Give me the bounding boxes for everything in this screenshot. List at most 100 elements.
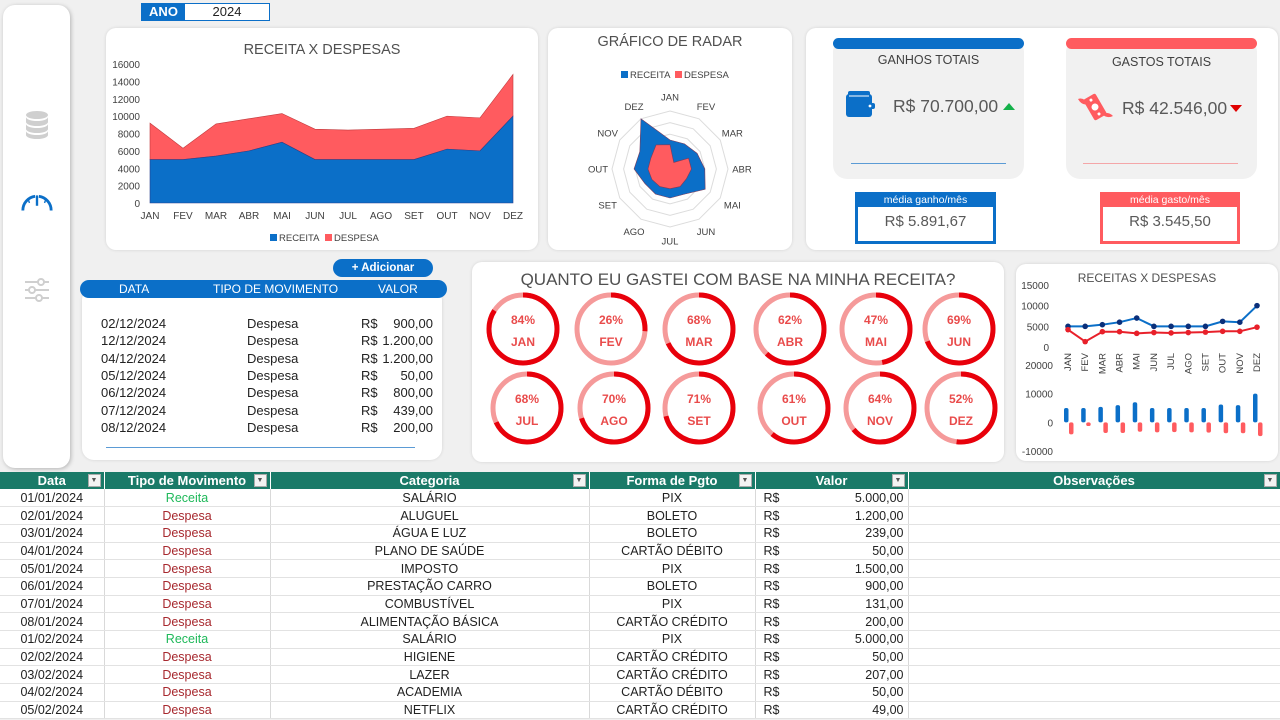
table-row[interactable]: 02/01/2024 Despesa ALUGUEL BOLETO R$ 1.200,00 — [0, 506, 1280, 525]
table-row[interactable]: 06/01/2024 Despesa PRESTAÇÃO CARRO BOLETO R$… — [0, 577, 1280, 596]
filter-dropdown-icon[interactable]: ▼ — [253, 474, 267, 487]
cell-category[interactable]: ALIMENTAÇÃO BÁSICA — [270, 612, 590, 631]
cell-type[interactable]: Despesa — [104, 683, 271, 702]
cell-date[interactable]: 03/01/2024 — [0, 524, 105, 543]
cell-observations[interactable] — [908, 630, 1280, 649]
sidebar-item-settings[interactable] — [20, 273, 54, 307]
recent-list-row[interactable]: 12/12/2024 Despesa R$ 1.200,00 — [100, 333, 435, 350]
cell-payment[interactable]: BOLETO — [589, 577, 756, 596]
cell-date[interactable]: 01/02/2024 — [0, 630, 105, 649]
recent-list-row[interactable]: 04/12/2024 Despesa R$ 1.200,00 — [100, 351, 435, 368]
filter-dropdown-icon[interactable]: ▼ — [891, 474, 905, 487]
cell-payment[interactable]: CARTÃO CRÉDITO — [589, 701, 756, 720]
table-row[interactable]: 03/02/2024 Despesa LAZER CARTÃO CRÉDITO R$ 20… — [0, 665, 1280, 685]
cell-value[interactable]: R$ 900,00 — [755, 577, 909, 596]
cell-category[interactable]: IMPOSTO — [270, 559, 590, 578]
cell-observations[interactable] — [908, 701, 1280, 720]
cell-type[interactable]: Receita — [104, 630, 271, 649]
column-header[interactable]: Tipo de Movimento ▼ — [104, 472, 271, 489]
cell-type[interactable]: Despesa — [104, 665, 271, 685]
cell-value[interactable]: R$ 1.200,00 — [755, 506, 909, 525]
cell-type[interactable]: Despesa — [104, 648, 271, 667]
table-row[interactable]: 07/01/2024 Despesa COMBUSTÍVEL PIX R$ 131,00 — [0, 595, 1280, 614]
cell-date[interactable]: 04/02/2024 — [0, 683, 105, 702]
column-header[interactable]: Valor ▼ — [755, 472, 909, 489]
cell-type[interactable]: Despesa — [104, 701, 271, 720]
cell-payment[interactable]: PIX — [589, 630, 756, 649]
cell-category[interactable]: ACADEMIA — [270, 683, 590, 702]
table-row[interactable]: 05/02/2024 Despesa NETFLIX CARTÃO CRÉDITO R$… — [0, 701, 1280, 720]
cell-value[interactable]: R$ 50,00 — [755, 683, 909, 702]
cell-value[interactable]: R$ 207,00 — [755, 665, 909, 685]
cell-payment[interactable]: PIX — [589, 595, 756, 614]
cell-type[interactable]: Despesa — [104, 559, 271, 578]
recent-list-row[interactable]: 06/12/2024 Despesa R$ 800,00 — [100, 385, 435, 402]
cell-type[interactable]: Receita — [104, 489, 271, 508]
cell-observations[interactable] — [908, 559, 1280, 578]
cell-payment[interactable]: CARTÃO CRÉDITO — [589, 665, 756, 685]
column-header[interactable]: Data ▼ — [0, 472, 105, 489]
cell-type[interactable]: Despesa — [104, 506, 271, 525]
cell-value[interactable]: R$ 50,00 — [755, 648, 909, 667]
year-value[interactable]: 2024 — [185, 4, 269, 20]
cell-value[interactable]: R$ 200,00 — [755, 612, 909, 631]
cell-value[interactable]: R$ 1.500,00 — [755, 559, 909, 578]
cell-date[interactable]: 01/01/2024 — [0, 489, 105, 508]
table-row[interactable]: 04/01/2024 Despesa PLANO DE SAÚDE CARTÃO DÉ… — [0, 542, 1280, 561]
cell-date[interactable]: 08/01/2024 — [0, 612, 105, 631]
cell-category[interactable]: ÁGUA E LUZ — [270, 524, 590, 543]
cell-category[interactable]: PRESTAÇÃO CARRO — [270, 577, 590, 596]
filter-dropdown-icon[interactable]: ▼ — [1263, 474, 1277, 487]
cell-value[interactable]: R$ 239,00 — [755, 524, 909, 543]
cell-category[interactable]: SALÁRIO — [270, 489, 590, 508]
cell-category[interactable]: NETFLIX — [270, 701, 590, 720]
cell-value[interactable]: R$ 50,00 — [755, 542, 909, 561]
cell-date[interactable]: 04/01/2024 — [0, 542, 105, 561]
cell-payment[interactable]: BOLETO — [589, 506, 756, 525]
recent-list-row[interactable]: 02/12/2024 Despesa R$ 900,00 — [100, 316, 435, 333]
sidebar-item-dashboard[interactable] — [20, 185, 54, 219]
cell-value[interactable]: R$ 131,00 — [755, 595, 909, 614]
cell-category[interactable]: ALUGUEL — [270, 506, 590, 525]
cell-type[interactable]: Despesa — [104, 577, 271, 596]
add-button[interactable]: + Adicionar — [333, 259, 433, 277]
cell-date[interactable]: 02/02/2024 — [0, 648, 105, 667]
column-header[interactable]: Forma de Pgto ▼ — [589, 472, 756, 489]
table-row[interactable]: 01/02/2024 Receita SALÁRIO PIX R$ 5.000,00 — [0, 630, 1280, 649]
cell-category[interactable]: COMBUSTÍVEL — [270, 595, 590, 614]
cell-payment[interactable]: CARTÃO CRÉDITO — [589, 612, 756, 631]
recent-list-row[interactable]: 05/12/2024 Despesa R$ 50,00 — [100, 368, 435, 385]
cell-observations[interactable] — [908, 577, 1280, 596]
recent-list-row[interactable]: 08/12/2024 Despesa R$ 200,00 — [100, 420, 435, 437]
cell-value[interactable]: R$ 5.000,00 — [755, 489, 909, 508]
cell-observations[interactable] — [908, 524, 1280, 543]
table-row[interactable]: 03/01/2024 Despesa ÁGUA E LUZ BOLETO R$ 239,0… — [0, 524, 1280, 543]
filter-dropdown-icon[interactable]: ▼ — [572, 474, 586, 487]
column-header[interactable]: Categoria ▼ — [270, 472, 590, 489]
cell-payment[interactable]: CARTÃO CRÉDITO — [589, 648, 756, 667]
cell-date[interactable]: 05/02/2024 — [0, 701, 105, 720]
cell-observations[interactable] — [908, 612, 1280, 631]
cell-category[interactable]: PLANO DE SAÚDE — [270, 542, 590, 561]
table-row[interactable]: 08/01/2024 Despesa ALIMENTAÇÃO BÁSICA CARTÃ… — [0, 612, 1280, 631]
cell-value[interactable]: R$ 5.000,00 — [755, 630, 909, 649]
cell-payment[interactable]: PIX — [589, 559, 756, 578]
cell-observations[interactable] — [908, 489, 1280, 508]
cell-observations[interactable] — [908, 506, 1280, 525]
filter-dropdown-icon[interactable]: ▼ — [87, 474, 101, 487]
recent-list-row[interactable]: 07/12/2024 Despesa R$ 439,00 — [100, 403, 435, 420]
table-row[interactable]: 01/01/2024 Receita SALÁRIO PIX R$ 5.000,00 — [0, 489, 1280, 508]
cell-observations[interactable] — [908, 648, 1280, 667]
cell-category[interactable]: LAZER — [270, 665, 590, 685]
cell-payment[interactable]: CARTÃO DÉBITO — [589, 683, 756, 702]
cell-payment[interactable]: PIX — [589, 489, 756, 508]
cell-payment[interactable]: BOLETO — [589, 524, 756, 543]
cell-observations[interactable] — [908, 542, 1280, 561]
cell-value[interactable]: R$ 49,00 — [755, 701, 909, 720]
cell-category[interactable]: SALÁRIO — [270, 630, 590, 649]
cell-date[interactable]: 06/01/2024 — [0, 577, 105, 596]
table-row[interactable]: 05/01/2024 Despesa IMPOSTO PIX R$ 1.500,00 — [0, 559, 1280, 578]
sidebar-item-database[interactable] — [20, 108, 54, 142]
cell-date[interactable]: 05/01/2024 — [0, 559, 105, 578]
cell-date[interactable]: 03/02/2024 — [0, 665, 105, 685]
